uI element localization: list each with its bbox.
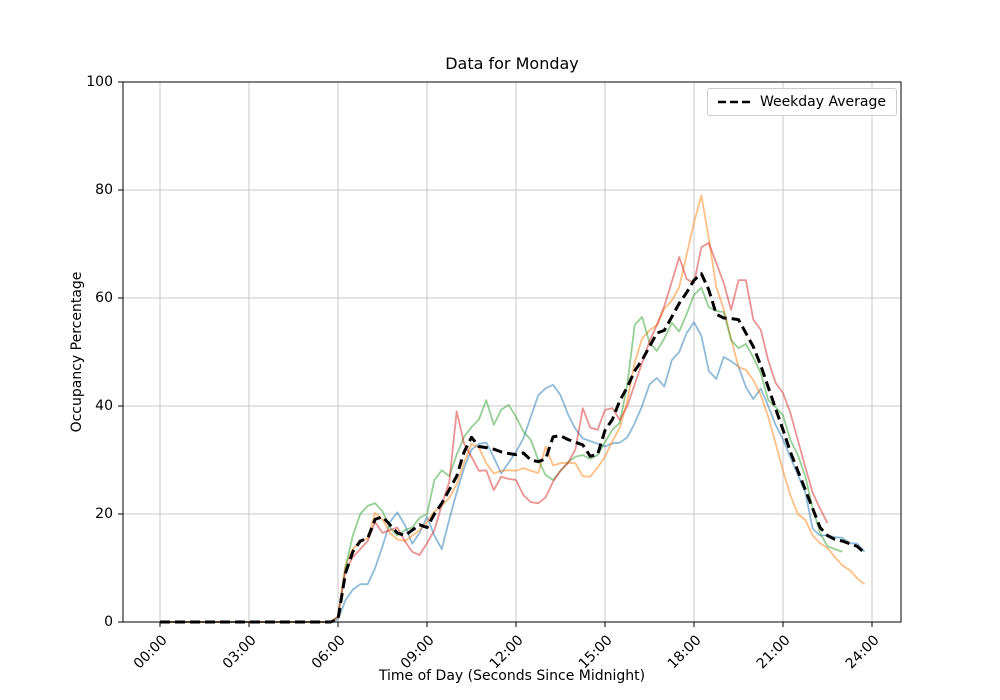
chart-title: Data for Monday: [445, 54, 579, 73]
axes-spines: [122, 81, 902, 623]
series-monday-trace-green: [160, 286, 843, 623]
legend: Weekday Average: [706, 88, 897, 116]
y-tick-label: 40: [95, 398, 113, 414]
tick-marks: [118, 81, 873, 627]
legend-dashed-line-sample: [717, 100, 750, 104]
plot-border: [122, 81, 902, 623]
y-tick-label: 60: [95, 290, 113, 306]
legend-label: Weekday Average: [759, 94, 886, 110]
y-tick-label: 20: [95, 506, 113, 522]
y-tick-label: 0: [104, 614, 113, 630]
y-tick-label: 100: [86, 74, 113, 90]
y-tick-label: 80: [95, 182, 113, 198]
data-series: [160, 194, 866, 624]
gridlines: [123, 81, 901, 623]
series-monday-trace-red: [160, 241, 829, 623]
x-axis-label: Time of Day (Seconds Since Midnight): [378, 668, 646, 684]
series-weekday-average: [160, 272, 866, 624]
series-monday-trace-orange: [160, 194, 866, 623]
